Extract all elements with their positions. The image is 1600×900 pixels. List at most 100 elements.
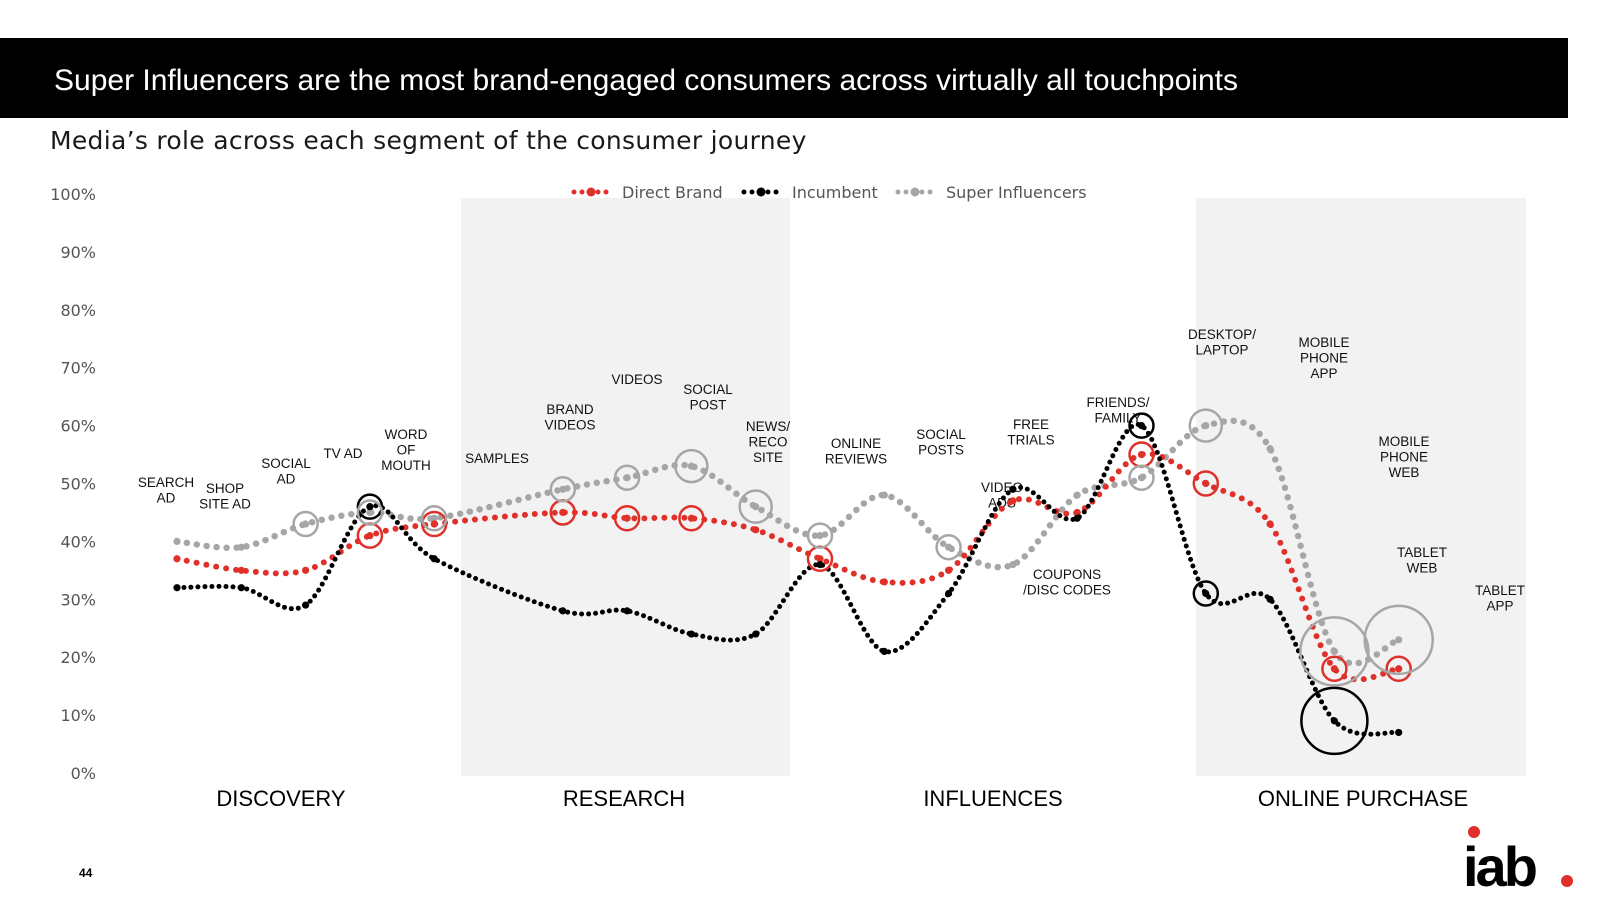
highlight-ring-super-influencers: [420, 504, 448, 532]
highlight-ring-super-influencers: [738, 489, 773, 524]
data-point-super-influencers: [1202, 422, 1210, 430]
legend-marker: [586, 187, 596, 197]
data-point-incumbent: [1266, 595, 1274, 603]
touchpoint-label: SOCIAL POST: [683, 382, 733, 413]
highlight-ring-direct-brand: [1192, 470, 1220, 497]
highlight-ring-direct-brand: [420, 510, 448, 538]
data-point-incumbent: [559, 607, 567, 615]
data-point-incumbent: [1009, 485, 1017, 493]
highlight-ring-direct-brand: [613, 504, 641, 532]
data-point-super-influencers: [366, 508, 374, 517]
data-point-direct-brand: [945, 566, 953, 574]
data-point-incumbent: [366, 503, 374, 511]
touchpoint-label: SHOP SITE AD: [199, 481, 251, 512]
y-tick-label: 100%: [50, 185, 96, 204]
highlight-ring-direct-brand: [678, 504, 705, 532]
data-point-super-influencers: [945, 543, 953, 551]
data-point-super-influencers: [430, 514, 438, 522]
touchpoint-label: VIDEOS: [611, 372, 662, 387]
segment-label-discovery: DISCOVERY: [216, 786, 346, 811]
touchpoint-label: DESKTOP/LAPTOP: [1188, 327, 1256, 358]
touchpoint-label: TABLET APP: [1475, 583, 1525, 614]
legend-label: Incumbent: [792, 183, 878, 202]
chart-subtitle: Media’s role across each segment of the …: [50, 126, 807, 155]
y-tick-label: 90%: [60, 243, 96, 262]
highlight-ring-super-influencers: [356, 499, 384, 526]
data-point-direct-brand: [1202, 479, 1210, 488]
logo-text: iab: [1463, 835, 1536, 890]
data-point-incumbent: [752, 630, 760, 638]
data-point-direct-brand: [1330, 665, 1338, 673]
highlight-ring-super-influencers: [1128, 464, 1155, 491]
data-point-incumbent: [880, 647, 888, 656]
data-point-super-influencers: [1009, 560, 1017, 569]
data-point-super-influencers: [1137, 474, 1146, 482]
data-point-direct-brand: [237, 566, 245, 574]
touchpoint-label: TV AD: [323, 446, 362, 461]
series-line-direct-brand: [174, 450, 1402, 683]
y-tick-label: 50%: [60, 475, 96, 494]
data-point-super-influencers: [880, 491, 888, 499]
segment-shade-research: [461, 198, 790, 776]
y-tick-label: 40%: [60, 532, 96, 551]
y-tick-label: 10%: [60, 706, 96, 725]
data-point-incumbent: [816, 560, 824, 569]
highlight-ring-incumbent: [356, 493, 384, 520]
touchpoint-label: WORD OF MOUTH: [381, 427, 431, 473]
touchpoint-label: COUPONS/DISC CODES: [1023, 567, 1111, 598]
iab-logo: iab: [1463, 826, 1573, 890]
highlight-ring-direct-brand: [1321, 655, 1348, 683]
legend-marker: [756, 187, 766, 197]
highlight-ring-direct-brand: [1385, 655, 1412, 683]
highlight-ring-super-influencers: [613, 464, 641, 491]
y-tick-label: 0%: [71, 764, 96, 783]
data-point-direct-brand: [1073, 508, 1081, 517]
data-point-super-influencers: [816, 532, 824, 540]
highlight-ring-incumbent: [1128, 412, 1155, 439]
highlight-ring-super-influencers: [1188, 408, 1224, 443]
data-point-super-influencers: [1266, 445, 1274, 453]
data-point-super-influencers: [1073, 491, 1081, 499]
highlight-ring-super-influencers: [549, 476, 577, 503]
data-point-super-influencers: [302, 520, 310, 528]
touchpoint-label: SEARCH AD: [138, 475, 194, 506]
highlight-ring-super-influencers: [1363, 604, 1434, 676]
touchpoint-label: ONLINE REVIEWS: [825, 436, 887, 467]
data-point-incumbent: [1073, 514, 1081, 522]
data-point-super-influencers: [237, 543, 245, 551]
touchpoint-label: MOBILE PHONE APP: [1298, 335, 1349, 381]
data-point-incumbent: [302, 601, 310, 609]
data-point-incumbent: [1395, 728, 1403, 737]
data-point-incumbent: [623, 607, 631, 615]
data-point-incumbent: [1202, 589, 1210, 598]
highlight-ring-incumbent: [1300, 686, 1369, 756]
data-point-incumbent: [430, 555, 438, 563]
touchpoint-label: FREE TRIALS: [1007, 417, 1054, 448]
y-tick-label: 30%: [60, 590, 96, 609]
data-point-direct-brand: [623, 514, 631, 522]
data-point-direct-brand: [302, 566, 310, 574]
touchpoint-label: NEWS/RECO SITE: [746, 419, 791, 465]
data-point-direct-brand: [430, 520, 438, 528]
touchpoint-label: SOCIAL POSTS: [916, 427, 966, 458]
legend-label: Direct Brand: [622, 183, 723, 202]
highlight-ring-super-influencers: [674, 448, 709, 484]
highlight-ring-super-influencers: [292, 510, 319, 538]
segment-label-research: RESEARCH: [563, 786, 685, 811]
data-point-super-influencers: [559, 485, 567, 493]
touchpoint-label: TABLET WEB: [1397, 545, 1447, 576]
highlight-ring-super-influencers: [1299, 616, 1370, 687]
data-point-direct-brand: [687, 514, 696, 522]
page-title: Super Influencers are the most brand-eng…: [54, 64, 1238, 97]
title-bar: [0, 38, 1568, 118]
data-point-incumbent: [1137, 422, 1146, 430]
logo-period: [1561, 875, 1573, 887]
data-point-direct-brand: [366, 532, 374, 540]
touchpoint-label: SOCIAL AD: [261, 456, 311, 487]
legend-label: Super Influencers: [946, 183, 1087, 202]
legend-marker: [910, 187, 920, 197]
segment-shade-online-purchase: [1196, 198, 1526, 776]
data-point-incumbent: [1330, 717, 1338, 725]
data-point-direct-brand: [752, 526, 760, 534]
